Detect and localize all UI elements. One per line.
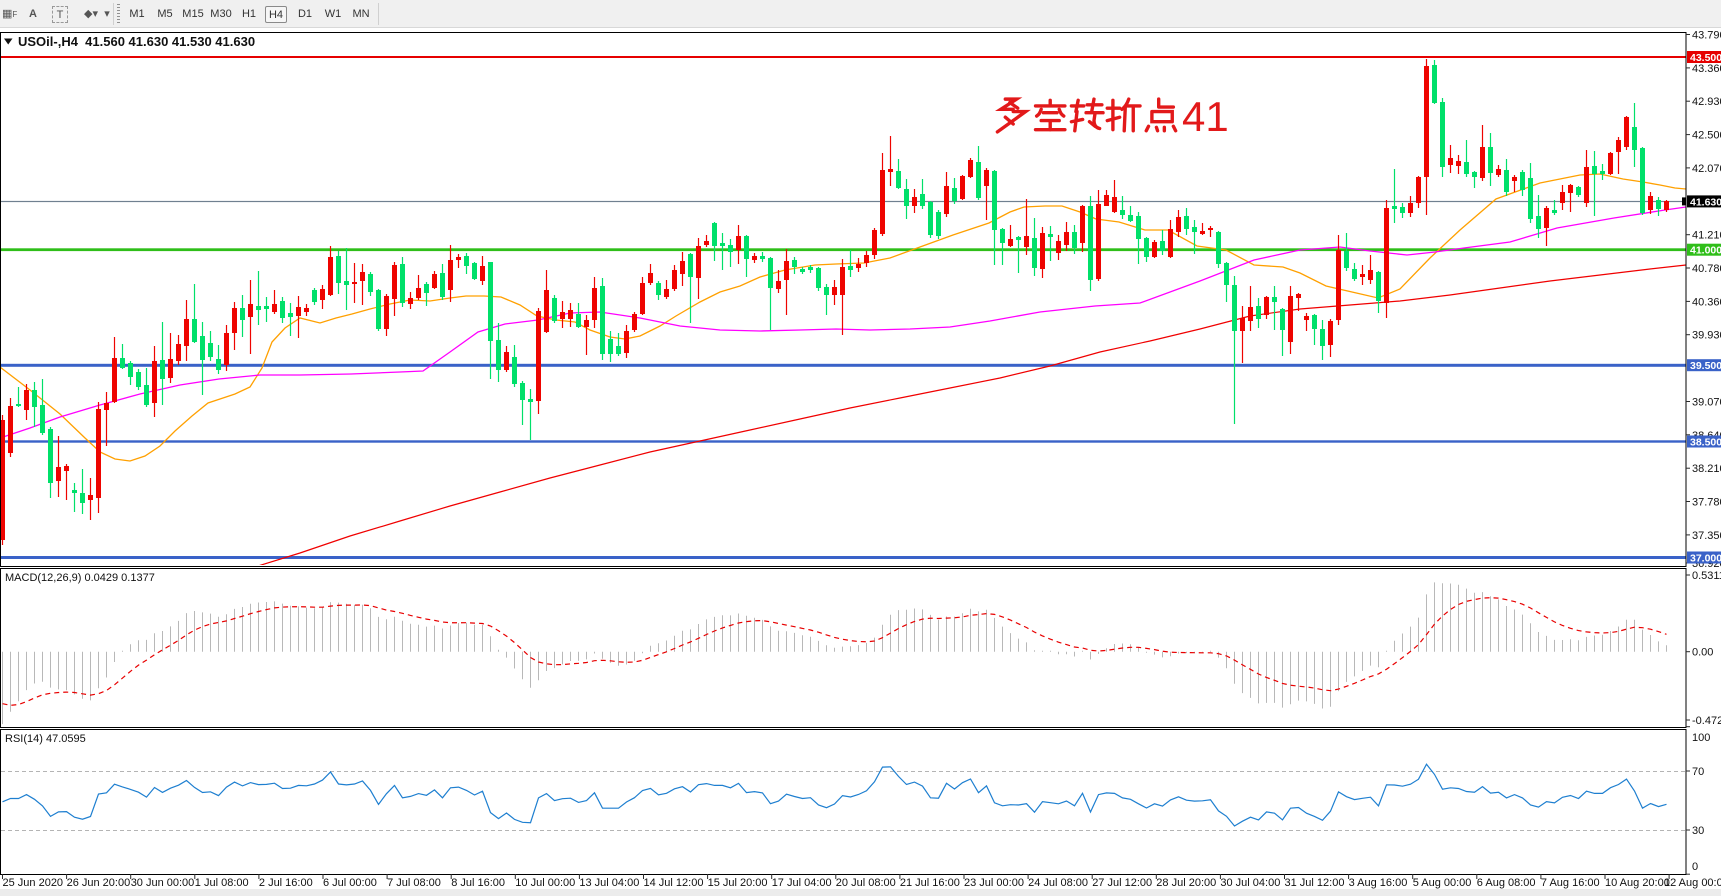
svg-text:41.210: 41.210	[1692, 230, 1721, 242]
svg-text:12 Aug 00:00: 12 Aug 00:00	[1664, 877, 1721, 889]
svg-text:3 Aug 16:00: 3 Aug 16:00	[1349, 877, 1408, 889]
svg-text:26 Jun 20:00: 26 Jun 20:00	[67, 877, 131, 889]
svg-text:28 Jul 20:00: 28 Jul 20:00	[1156, 877, 1216, 889]
svg-text:100: 100	[1692, 732, 1710, 744]
svg-text:30: 30	[1692, 825, 1704, 837]
svg-text:1 Jul 08:00: 1 Jul 08:00	[195, 877, 249, 889]
svg-text:40.780: 40.780	[1692, 263, 1721, 275]
svg-text:42.070: 42.070	[1692, 163, 1721, 175]
svg-text:17 Jul 04:00: 17 Jul 04:00	[772, 877, 832, 889]
svg-text:37.350: 37.350	[1692, 530, 1721, 542]
svg-text:24 Jul 08:00: 24 Jul 08:00	[1028, 877, 1088, 889]
svg-text:42.500: 42.500	[1692, 130, 1721, 142]
svg-text:23 Jul 00:00: 23 Jul 00:00	[964, 877, 1024, 889]
svg-text:39.930: 39.930	[1692, 330, 1721, 342]
svg-text:2 Jul 16:00: 2 Jul 16:00	[259, 877, 313, 889]
svg-text:38.210: 38.210	[1692, 463, 1721, 475]
svg-text:20 Jul 08:00: 20 Jul 08:00	[836, 877, 896, 889]
svg-text:5 Aug 00:00: 5 Aug 00:00	[1413, 877, 1472, 889]
svg-text:-0.4728: -0.4728	[1692, 715, 1721, 727]
svg-text:6 Jul 00:00: 6 Jul 00:00	[323, 877, 377, 889]
svg-text:43.790: 43.790	[1692, 30, 1721, 42]
svg-text:10 Jul 00:00: 10 Jul 00:00	[515, 877, 575, 889]
svg-text:MACD(12,26,9) 0.0429 0.1377: MACD(12,26,9) 0.0429 0.1377	[5, 572, 155, 584]
svg-text:10 Aug 20:00: 10 Aug 20:00	[1605, 877, 1670, 889]
svg-text:39.070: 39.070	[1692, 397, 1721, 409]
svg-text:0: 0	[1692, 861, 1698, 873]
svg-text:25 Jun 2020: 25 Jun 2020	[3, 877, 64, 889]
svg-text:70: 70	[1692, 766, 1704, 778]
svg-text:37.780: 37.780	[1692, 497, 1721, 509]
svg-text:31 Jul 12:00: 31 Jul 12:00	[1285, 877, 1345, 889]
svg-text:21 Jul 16:00: 21 Jul 16:00	[900, 877, 960, 889]
svg-text:USOil-,H4 41.560 41.630 41.53: USOil-,H4 41.560 41.630 41.530 41.630	[18, 34, 255, 49]
svg-text:41: 41	[1182, 93, 1229, 140]
svg-text:7 Aug 16:00: 7 Aug 16:00	[1541, 877, 1600, 889]
svg-text:14 Jul 12:00: 14 Jul 12:00	[644, 877, 704, 889]
svg-text:41.630: 41.630	[1690, 196, 1721, 208]
svg-text:8 Jul 16:00: 8 Jul 16:00	[451, 877, 505, 889]
svg-text:41.000: 41.000	[1690, 245, 1721, 257]
svg-text:30 Jul 04:00: 30 Jul 04:00	[1220, 877, 1280, 889]
svg-text:37.000: 37.000	[1690, 553, 1721, 565]
svg-text:43.500: 43.500	[1690, 52, 1721, 64]
svg-text:15 Jul 20:00: 15 Jul 20:00	[708, 877, 768, 889]
svg-text:0.5311: 0.5311	[1692, 570, 1721, 582]
svg-text:43.360: 43.360	[1692, 63, 1721, 75]
svg-text:6 Aug 08:00: 6 Aug 08:00	[1477, 877, 1536, 889]
svg-text:7 Jul 08:00: 7 Jul 08:00	[387, 877, 441, 889]
svg-text:38.500: 38.500	[1690, 437, 1721, 449]
svg-text:39.500: 39.500	[1690, 360, 1721, 372]
svg-text:40.360: 40.360	[1692, 296, 1721, 308]
svg-text:13 Jul 04:00: 13 Jul 04:00	[579, 877, 639, 889]
svg-text:RSI(14) 47.0595: RSI(14) 47.0595	[5, 733, 86, 745]
svg-text:27 Jul 12:00: 27 Jul 12:00	[1092, 877, 1152, 889]
svg-text:0.00: 0.00	[1692, 647, 1713, 659]
svg-text:42.930: 42.930	[1692, 96, 1721, 108]
svg-text:30 Jun 00:00: 30 Jun 00:00	[131, 877, 195, 889]
